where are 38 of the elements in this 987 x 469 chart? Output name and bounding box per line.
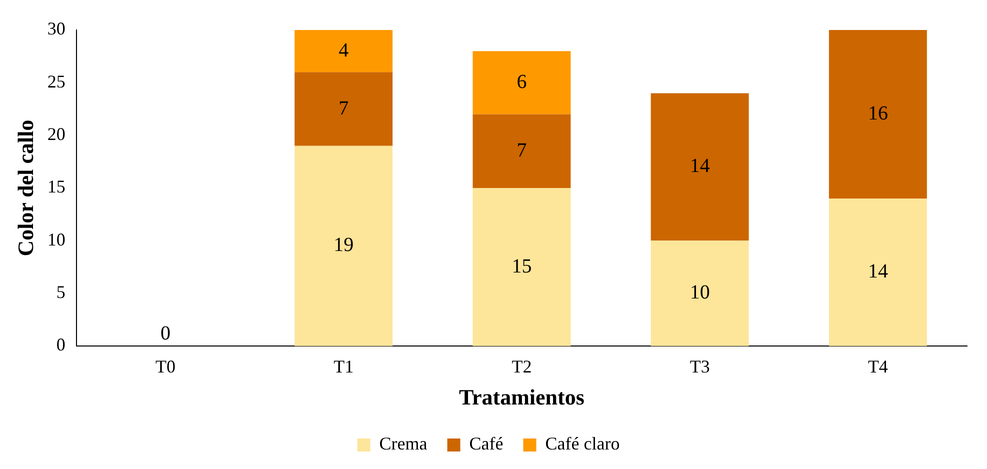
x-tick-label: T1 — [334, 356, 354, 377]
bar — [472, 188, 571, 346]
data-label: 6 — [516, 70, 527, 93]
x-tick-label: T4 — [868, 356, 888, 377]
legend-label: Crema — [379, 434, 428, 454]
data-label: 15 — [512, 255, 532, 278]
bar — [472, 114, 571, 188]
x-tick-label: T0 — [155, 356, 176, 377]
data-label: 14 — [690, 155, 710, 178]
y-tick-label: 5 — [56, 282, 66, 302]
x-axis-title: Tratamientos — [458, 384, 585, 410]
data-label: 4 — [338, 39, 349, 62]
bar — [828, 30, 927, 199]
bar — [650, 93, 749, 241]
legend-label: Café — [469, 434, 504, 454]
data-label: 0 — [160, 322, 170, 344]
bar — [650, 240, 749, 346]
data-label: 7 — [516, 139, 527, 162]
data-label: 19 — [334, 234, 354, 256]
bar — [828, 198, 927, 346]
y-axis-title: Color del callo — [12, 120, 38, 256]
data-label: 10 — [690, 282, 710, 304]
bar — [472, 51, 571, 114]
y-tick-label: 20 — [47, 124, 66, 144]
y-tick-label: 15 — [47, 176, 66, 197]
bar — [294, 30, 393, 72]
x-tick-label: T3 — [690, 356, 710, 377]
x-tick-label: T2 — [512, 356, 532, 377]
bar — [294, 72, 393, 146]
y-tick-label: 25 — [47, 71, 66, 92]
data-label: 7 — [338, 97, 349, 120]
legend-label: Café claro — [545, 434, 620, 454]
data-label: 16 — [868, 102, 888, 125]
y-tick-label: 10 — [47, 229, 66, 250]
bar — [294, 146, 393, 346]
y-tick-label: 0 — [56, 334, 66, 355]
y-tick-label: 30 — [47, 18, 66, 39]
data-label: 14 — [868, 260, 888, 283]
